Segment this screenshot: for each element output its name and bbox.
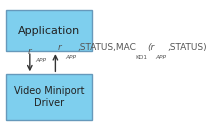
Text: APP: APP (155, 55, 167, 60)
FancyBboxPatch shape (6, 10, 92, 51)
Text: KD1: KD1 (135, 55, 147, 60)
Text: Application: Application (18, 26, 80, 36)
Text: r: r (58, 43, 61, 52)
Text: (r: (r (147, 43, 154, 52)
Text: r: r (28, 47, 32, 56)
Text: APP: APP (36, 58, 47, 63)
FancyBboxPatch shape (6, 74, 92, 120)
Text: ,STATUS,MAC: ,STATUS,MAC (77, 43, 136, 52)
Text: APP: APP (66, 55, 77, 60)
Text: ,STATUS): ,STATUS) (167, 43, 207, 52)
Text: Video Miniport
Driver: Video Miniport Driver (14, 87, 84, 108)
